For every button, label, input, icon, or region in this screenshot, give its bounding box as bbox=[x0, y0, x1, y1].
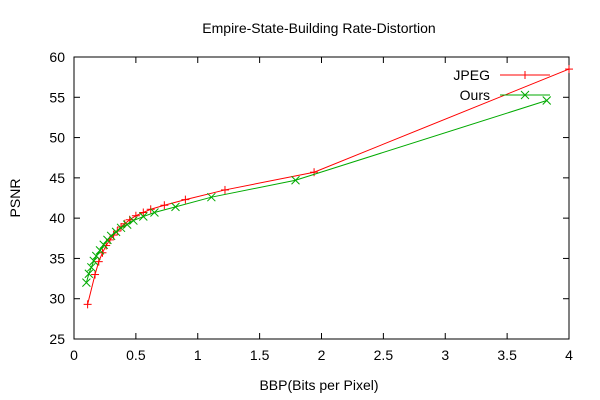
series-line-ours bbox=[85, 100, 547, 283]
data-point-ours bbox=[91, 251, 101, 261]
legend-marker bbox=[521, 71, 529, 79]
data-point-ours bbox=[542, 96, 552, 105]
data-point-ours bbox=[150, 208, 159, 217]
legend-label: JPEG bbox=[453, 67, 490, 83]
x-tick-label: 1 bbox=[194, 347, 202, 363]
data-point-ours bbox=[95, 246, 105, 255]
y-tick-label: 50 bbox=[49, 130, 65, 146]
data-point-jpeg bbox=[139, 208, 148, 217]
x-tick-label: 2.5 bbox=[374, 347, 394, 363]
data-point-ours bbox=[86, 262, 96, 272]
data-point-jpeg bbox=[160, 201, 169, 210]
x-tick-label: 0.5 bbox=[126, 347, 146, 363]
data-point-ours bbox=[291, 175, 300, 185]
data-point-ours bbox=[89, 256, 99, 266]
x-tick-label: 2 bbox=[318, 347, 326, 363]
legend-item-ours: Ours bbox=[460, 87, 550, 103]
series-line-jpeg bbox=[87, 68, 570, 305]
legend-marker bbox=[520, 90, 530, 100]
legend: JPEG Ours bbox=[453, 67, 550, 103]
data-point-ours bbox=[116, 223, 126, 233]
data-point-jpeg bbox=[117, 223, 126, 232]
data-point-ours bbox=[84, 269, 94, 279]
ticks: 0 0.5 1 1.5 2 2.5 3 3.5 4 25 30 35 40 45 50 55 60 bbox=[49, 49, 573, 363]
y-tick-label: 55 bbox=[49, 89, 65, 105]
x-axis-label: BBP(Bits per Pixel) bbox=[259, 377, 378, 393]
data-point-ours bbox=[138, 212, 148, 221]
data-point-ours bbox=[111, 227, 121, 237]
x-tick-label: 1.5 bbox=[250, 347, 270, 363]
data-point-jpeg bbox=[565, 65, 573, 74]
x-tick-label: 3.5 bbox=[497, 347, 517, 363]
data-point-ours bbox=[106, 231, 116, 241]
data-point-jpeg bbox=[83, 300, 92, 309]
y-tick-label: 40 bbox=[49, 210, 65, 226]
data-point-ours bbox=[129, 216, 138, 225]
data-point-jpeg bbox=[181, 195, 190, 204]
chart-title: Empire-State-Building Rate-Distortion bbox=[202, 20, 435, 36]
y-tick-label: 45 bbox=[49, 170, 65, 186]
data-point-jpeg bbox=[91, 270, 100, 279]
series bbox=[82, 65, 573, 309]
series-jpeg bbox=[83, 65, 573, 309]
x-tick-label: 0 bbox=[70, 347, 78, 363]
y-tick-label: 30 bbox=[49, 291, 65, 307]
series-ours bbox=[82, 96, 552, 287]
y-tick-label: 35 bbox=[49, 250, 65, 266]
y-tick-label: 25 bbox=[49, 331, 65, 347]
x-tick-label: 3 bbox=[441, 347, 449, 363]
data-point-ours bbox=[207, 192, 216, 202]
data-point-ours bbox=[82, 278, 91, 287]
y-tick-label: 60 bbox=[49, 49, 65, 65]
data-point-ours bbox=[122, 220, 132, 229]
legend-item-jpeg: JPEG bbox=[453, 67, 550, 83]
data-point-ours bbox=[171, 202, 180, 212]
y-axis-label: PSNR bbox=[7, 179, 23, 218]
x-tick-label: 4 bbox=[565, 347, 573, 363]
legend-label: Ours bbox=[460, 87, 490, 103]
data-point-ours bbox=[99, 240, 109, 250]
data-point-jpeg bbox=[220, 185, 229, 194]
